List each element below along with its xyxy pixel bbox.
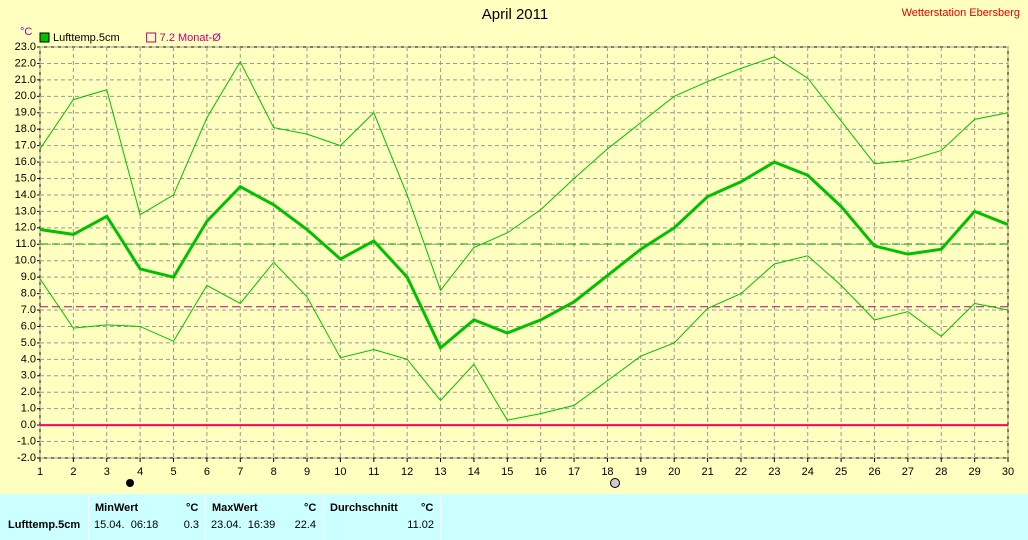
y-tick-label: 13.0 — [15, 205, 36, 217]
y-tick-label: 2.0 — [21, 386, 36, 398]
data-line — [39, 56, 1009, 292]
x-tick-label: 19 — [635, 466, 647, 478]
y-tick-label: 19.0 — [15, 107, 36, 119]
y-tick-label: 23.0 — [15, 41, 36, 53]
separator — [205, 494, 206, 540]
y-tick-label: 3.0 — [21, 370, 36, 382]
x-tick-label: 25 — [835, 466, 847, 478]
x-tick-label: 27 — [902, 466, 914, 478]
y-tick-label: 6.0 — [21, 320, 36, 332]
x-tick-label: 2 — [70, 466, 76, 478]
x-tick-label: 11 — [368, 466, 379, 478]
y-tick-label: 5.0 — [21, 337, 36, 349]
y-unit: °C — [20, 26, 32, 38]
station-name: Wetterstation Ebersberg — [902, 7, 1020, 19]
x-tick-label: 9 — [304, 466, 310, 478]
unit: °C — [186, 502, 199, 514]
y-tick-label: 1.0 — [21, 403, 36, 415]
header: MaxWert — [212, 502, 258, 514]
x-tick-label: 6 — [204, 466, 210, 478]
legend-swatch — [39, 32, 50, 43]
x-tick-label: 17 — [568, 466, 580, 478]
x-tick-label: 26 — [868, 466, 880, 478]
x-tick-label: 5 — [170, 466, 176, 478]
header: Durchschnitt — [330, 502, 398, 514]
x-tick-label: 18 — [601, 466, 613, 478]
x-tick-label: 29 — [968, 466, 980, 478]
y-tick-label: -1.0 — [17, 435, 36, 447]
y-tick-label: 4.0 — [21, 353, 36, 365]
x-tick-label: 20 — [668, 466, 680, 478]
x-tick-label: 3 — [104, 466, 110, 478]
date: 23.04. 16:39 — [211, 519, 276, 531]
value: 22.4 — [294, 519, 316, 531]
data-line — [39, 255, 1009, 421]
x-tick-label: 21 — [701, 466, 713, 478]
x-tick-label: 13 — [434, 466, 446, 478]
unit: °C — [304, 502, 317, 514]
y-tick-label: -2.0 — [17, 452, 36, 464]
chart-title: April 2011 — [482, 6, 548, 23]
x-tick-label: 10 — [334, 466, 346, 478]
legend: Lufttemp.5cm 7.2 Monat-Ø — [39, 32, 222, 44]
x-tick-label: 23 — [768, 466, 780, 478]
separator — [440, 494, 441, 540]
x-tick-label: 14 — [468, 466, 480, 478]
moon-icon — [610, 478, 620, 488]
value: 11.02 — [407, 519, 434, 531]
x-tick-label: 8 — [271, 466, 277, 478]
x-tick-label: 15 — [501, 466, 513, 478]
y-tick-label: 18.0 — [15, 123, 36, 135]
y-tick-label: 15.0 — [15, 172, 36, 184]
plot-area — [39, 46, 1009, 459]
moon-icon — [126, 479, 134, 487]
y-tick-label: 22.0 — [15, 57, 36, 69]
x-tick-label: 4 — [137, 466, 143, 478]
y-tick-label: 9.0 — [21, 271, 36, 283]
y-tick-label: 14.0 — [15, 189, 36, 201]
x-tick-label: 28 — [935, 466, 947, 478]
data-line — [39, 160, 1009, 351]
y-tick-label: 8.0 — [21, 288, 36, 300]
y-tick-label: 21.0 — [15, 74, 36, 86]
x-tick-label: 16 — [535, 466, 547, 478]
summary-table: Lufttemp.5cm MinWert °C 15.04. 06:18 0.3… — [0, 494, 1028, 540]
legend-label: Lufttemp.5cm — [53, 32, 120, 44]
date: 15.04. 06:18 — [94, 519, 159, 531]
y-tick-label: 10.0 — [15, 255, 36, 267]
row-label: Lufttemp.5cm — [8, 519, 81, 531]
legend-swatch — [146, 32, 157, 43]
y-tick-label: 20.0 — [15, 90, 36, 102]
y-tick-label: 12.0 — [15, 222, 36, 234]
y-tick-label: 16.0 — [15, 156, 36, 168]
header: MinWert — [95, 502, 139, 514]
y-tick-label: 17.0 — [15, 140, 36, 152]
value: 0.3 — [183, 519, 199, 531]
legend-label: 7.2 Monat-Ø — [160, 32, 222, 44]
unit: °C — [421, 502, 434, 514]
y-tick-label: 11.0 — [15, 238, 36, 250]
y-tick-label: 7.0 — [21, 304, 36, 316]
chart: April 2011 Wetterstation Ebersberg °C Lu… — [15, 6, 1020, 488]
separator — [88, 494, 89, 540]
separator — [323, 494, 324, 540]
y-tick-label: 0.0 — [21, 419, 36, 431]
x-tick-label: 30 — [1002, 466, 1014, 478]
x-tick-label: 22 — [735, 466, 747, 478]
x-tick-label: 24 — [802, 466, 814, 478]
x-tick-label: 12 — [401, 466, 413, 478]
x-tick-label: 7 — [237, 466, 243, 478]
x-tick-label: 1 — [37, 466, 43, 478]
